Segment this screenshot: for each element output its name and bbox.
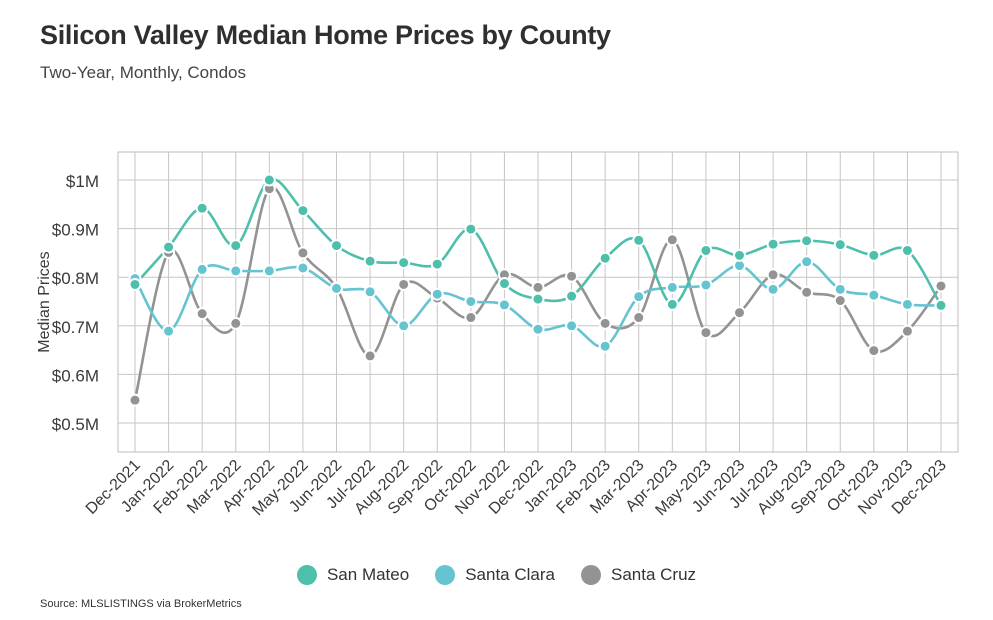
data-point-san-mateo	[934, 298, 948, 312]
data-point-santa-clara	[800, 255, 814, 269]
data-point-san-mateo	[699, 243, 713, 257]
data-point-san-mateo	[262, 173, 276, 187]
legend-marker-san-mateo	[296, 565, 317, 585]
data-point-santa-cruz	[766, 268, 780, 282]
data-point-santa-cruz	[128, 393, 142, 407]
data-point-santa-cruz	[229, 316, 243, 330]
data-point-san-mateo	[195, 201, 209, 215]
legend-label-santa-clara: Santa Clara	[465, 565, 555, 584]
data-point-san-mateo	[833, 238, 847, 252]
data-point-santa-clara	[195, 262, 209, 276]
y-tick-label: $0.6M	[52, 366, 99, 385]
chart-legend: San Mateo Santa Clara Santa Cruz	[0, 565, 993, 585]
data-point-santa-clara	[598, 339, 612, 353]
data-point-santa-clara	[229, 264, 243, 278]
data-point-santa-clara	[464, 295, 478, 308]
data-point-santa-cruz	[867, 344, 881, 358]
data-point-san-mateo	[900, 243, 914, 257]
data-point-santa-cruz	[934, 279, 948, 293]
data-point-santa-cruz	[195, 307, 209, 321]
data-point-san-mateo	[330, 239, 343, 253]
data-point-santa-clara	[766, 282, 780, 296]
data-point-santa-cruz	[296, 246, 310, 260]
legend-item-santa-cruz: Santa Cruz	[580, 565, 697, 585]
legend-item-san-mateo: San Mateo	[296, 565, 410, 585]
data-point-santa-clara	[296, 261, 310, 275]
data-point-santa-cruz	[531, 280, 545, 294]
y-axis-title: Median Prices	[36, 251, 53, 352]
data-point-santa-clara	[162, 324, 176, 338]
data-point-santa-clara	[632, 290, 646, 304]
data-point-santa-clara	[497, 298, 511, 312]
data-point-santa-cruz	[397, 277, 411, 291]
legend-label-san-mateo: San Mateo	[326, 565, 410, 584]
data-point-san-mateo	[363, 254, 377, 268]
data-point-santa-clara	[397, 319, 411, 333]
data-point-santa-clara	[430, 287, 444, 301]
y-tick-label: $0.5M	[52, 415, 99, 434]
data-point-san-mateo	[598, 251, 612, 265]
data-point-santa-clara	[330, 281, 343, 295]
legend-item-santa-clara: Santa Clara	[435, 565, 555, 585]
data-point-santa-cruz	[565, 269, 579, 283]
data-point-santa-clara	[699, 278, 713, 292]
data-point-san-mateo	[733, 248, 746, 262]
y-tick-label: $1M	[66, 172, 99, 191]
data-point-santa-clara	[565, 319, 579, 333]
data-point-san-mateo	[632, 233, 646, 247]
data-point-san-mateo	[800, 234, 814, 248]
data-point-santa-cruz	[733, 306, 746, 320]
data-point-santa-clara	[833, 282, 847, 296]
data-point-santa-clara	[262, 264, 276, 278]
data-point-san-mateo	[531, 292, 545, 306]
data-point-santa-cruz	[464, 311, 478, 325]
data-point-san-mateo	[397, 256, 411, 270]
data-point-santa-clara	[531, 322, 545, 336]
data-point-san-mateo	[296, 204, 310, 218]
data-point-santa-cruz	[598, 316, 612, 330]
data-point-santa-cruz	[900, 324, 914, 338]
legend-marker-santa-clara	[435, 565, 456, 585]
data-point-santa-cruz	[665, 233, 679, 247]
source-note: Source: MLSLISTINGS via BrokerMetrics	[40, 598, 242, 610]
data-point-san-mateo	[128, 277, 142, 291]
data-point-san-mateo	[162, 240, 176, 254]
data-point-santa-clara	[867, 288, 881, 302]
chart-title: Silicon Valley Median Home Prices by Cou…	[40, 20, 611, 50]
data-point-san-mateo	[867, 248, 881, 262]
data-point-santa-cruz	[833, 294, 847, 308]
data-point-santa-clara	[900, 297, 914, 311]
y-tick-label: $0.8M	[52, 269, 99, 288]
line-chart: $1M $0.9M $0.8M $0.7M $0.6M $0.5M Median Price…	[36, 151, 959, 519]
data-point-santa-cruz	[632, 311, 646, 325]
series-line-santa-cruz	[133, 185, 943, 401]
data-point-santa-clara	[363, 285, 377, 299]
data-point-san-mateo	[766, 237, 780, 251]
data-point-san-mateo	[497, 277, 511, 291]
y-tick-label: $0.9M	[52, 221, 99, 240]
legend-marker-santa-cruz	[580, 565, 601, 585]
data-point-san-mateo	[464, 222, 478, 236]
data-point-santa-clara	[665, 280, 679, 294]
y-tick-label: $0.7M	[52, 318, 99, 337]
chart-subtitle: Two-Year, Monthly, Condos	[40, 63, 247, 82]
data-point-santa-cruz	[363, 349, 377, 363]
data-point-san-mateo	[665, 297, 679, 311]
data-point-san-mateo	[430, 257, 444, 271]
data-point-santa-cruz	[699, 326, 713, 340]
data-point-santa-cruz	[800, 285, 814, 299]
data-point-san-mateo	[229, 239, 243, 253]
legend-label-santa-cruz: Santa Cruz	[610, 565, 697, 584]
data-point-san-mateo	[565, 289, 579, 303]
